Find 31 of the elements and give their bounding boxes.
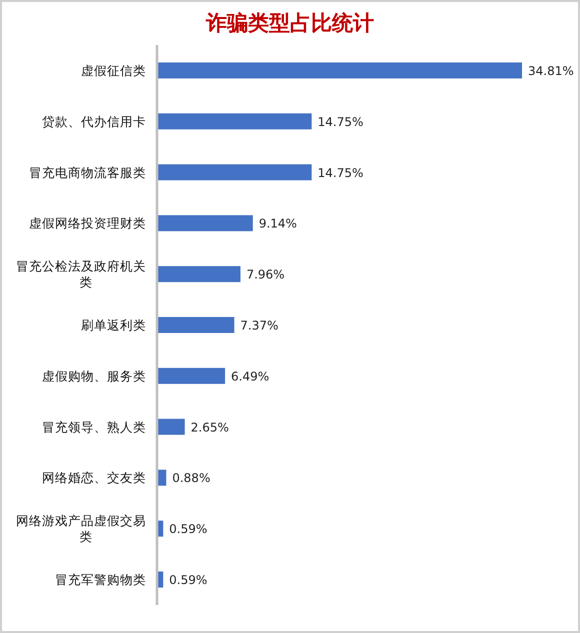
- data-label: 6.49%: [231, 369, 270, 384]
- y-tick-label: 冒充公检法及政府机关类: [16, 258, 146, 290]
- y-tick-label: 贷款、代办信用卡: [42, 114, 146, 129]
- y-tick-label: 冒充电商物流客服类: [29, 164, 146, 180]
- y-tick-label: 冒充军警购物类: [55, 572, 146, 588]
- bar: [157, 317, 234, 333]
- data-label: 14.75%: [318, 166, 364, 180]
- y-tick-label: 刷单返利类: [81, 318, 146, 332]
- bar: [157, 368, 226, 384]
- y-tick-label: 虚假网络投资理财类: [29, 216, 146, 231]
- bar: [157, 62, 522, 78]
- data-label: 7.37%: [240, 318, 278, 332]
- data-label: 14.75%: [318, 114, 364, 129]
- y-tick-label: 虚假征信类: [81, 62, 146, 78]
- data-label: 0.88%: [172, 471, 210, 486]
- y-tick-label: 网络游戏产品虚假交易类: [16, 513, 146, 544]
- y-tick-label: 虚假购物、服务类: [42, 368, 146, 384]
- data-label: 2.65%: [190, 420, 229, 434]
- data-label: 7.96%: [246, 268, 285, 282]
- data-label: 0.59%: [169, 522, 208, 536]
- bar: [157, 164, 312, 180]
- data-label: 9.14%: [258, 216, 297, 231]
- bar: [157, 113, 312, 130]
- bar: [157, 418, 185, 435]
- y-tick-label: 冒充领导、熟人类: [42, 419, 146, 434]
- chart-title: 诈骗类型占比统计: [205, 11, 374, 35]
- bar: [157, 215, 253, 232]
- bar: [157, 266, 240, 282]
- data-label: 0.59%: [169, 573, 208, 588]
- data-label: 34.81%: [528, 64, 574, 78]
- y-tick-label: 网络婚恋、交友类: [42, 470, 146, 486]
